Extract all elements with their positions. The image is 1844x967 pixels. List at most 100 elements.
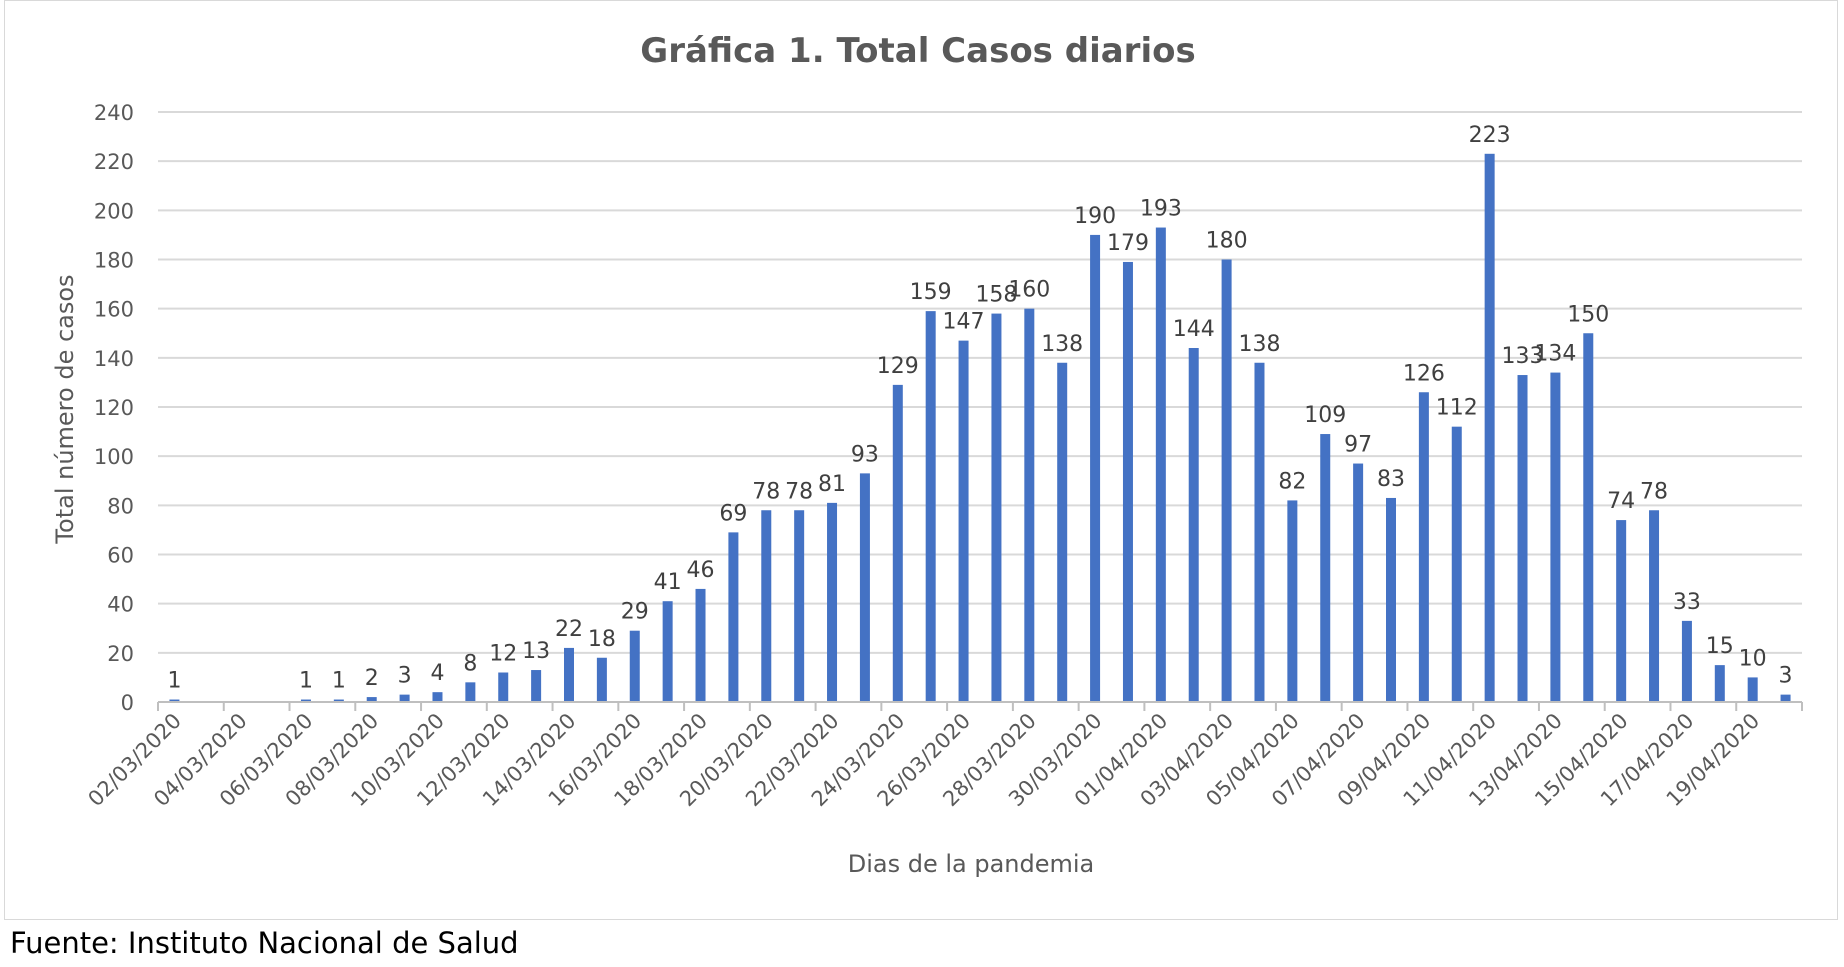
- data-label: 69: [719, 501, 747, 526]
- bar: [432, 692, 443, 702]
- data-label: 83: [1377, 467, 1405, 492]
- bar: [1254, 362, 1265, 702]
- bar: [169, 699, 180, 702]
- data-label: 160: [1008, 278, 1050, 303]
- source-note: Fuente: Instituto Nacional de Salud: [10, 926, 519, 960]
- data-label: 129: [877, 354, 919, 379]
- gridlines: [158, 111, 1802, 703]
- bar: [892, 384, 903, 702]
- y-tick-label: 100: [94, 445, 134, 469]
- bar: [366, 697, 377, 702]
- data-label: 150: [1567, 302, 1609, 327]
- data-label: 41: [654, 570, 682, 595]
- data-label: 13: [522, 639, 550, 664]
- bar: [662, 601, 673, 702]
- data-label: 74: [1607, 489, 1635, 514]
- bar: [761, 510, 772, 702]
- y-tick-label: 120: [94, 396, 134, 420]
- y-tick-label: 160: [94, 298, 134, 322]
- bar: [1649, 510, 1660, 702]
- y-tick-label: 220: [94, 150, 134, 174]
- bar: [958, 340, 969, 702]
- data-label: 109: [1304, 403, 1346, 428]
- bar: [333, 699, 344, 702]
- bar: [794, 510, 805, 702]
- data-label: 144: [1173, 317, 1215, 342]
- y-tick-label: 240: [94, 101, 134, 125]
- data-label: 2: [365, 666, 379, 691]
- bar: [1090, 234, 1101, 702]
- bar: [1418, 392, 1429, 702]
- bar: [1780, 694, 1791, 702]
- data-label: 97: [1344, 433, 1372, 458]
- x-axis: 02/03/202004/03/202006/03/202008/03/2020…: [83, 701, 1803, 811]
- x-axis-title: Dias de la pandemia: [848, 850, 1095, 878]
- data-label: 1: [332, 669, 346, 694]
- data-label: 22: [555, 617, 583, 642]
- bar: [695, 588, 706, 702]
- data-label: 147: [943, 310, 985, 335]
- data-label: 180: [1206, 229, 1248, 254]
- data-label: 3: [398, 664, 412, 689]
- data-label: 126: [1403, 361, 1445, 386]
- data-label: 1: [299, 669, 313, 694]
- bar: [1386, 497, 1396, 702]
- data-label: 93: [851, 442, 879, 467]
- bar: [564, 647, 574, 702]
- data-label: 158: [975, 283, 1017, 308]
- data-label: 133: [1502, 344, 1544, 369]
- bar: [1155, 227, 1166, 702]
- data-label: 179: [1107, 231, 1149, 256]
- bar: [1484, 153, 1495, 702]
- data-label: 15: [1706, 634, 1734, 659]
- data-label: 138: [1041, 332, 1083, 357]
- data-label: 4: [430, 661, 444, 686]
- data-label: 81: [818, 472, 846, 497]
- bar: [1681, 620, 1692, 702]
- bars: [169, 153, 1791, 702]
- data-label: 134: [1534, 342, 1576, 367]
- bar: [300, 699, 311, 702]
- data-label: 3: [1779, 664, 1793, 689]
- data-label: 18: [588, 627, 616, 652]
- y-tick-label: 20: [107, 642, 134, 666]
- data-label: 190: [1074, 204, 1116, 229]
- bar: [991, 313, 1002, 702]
- bar: [728, 532, 739, 702]
- y-tick-label: 80: [107, 494, 134, 518]
- y-tick-label: 200: [94, 199, 134, 223]
- y-tick-label: 180: [94, 249, 134, 273]
- y-tick-label: 140: [94, 347, 134, 371]
- bar: [1451, 426, 1462, 702]
- bar: [596, 657, 607, 702]
- bar: [1287, 500, 1298, 702]
- y-tick-label: 0: [121, 691, 134, 715]
- bar: [465, 682, 476, 702]
- bar: [1188, 348, 1199, 702]
- chart-area: 0 20 40 60 80 100 120 140 160 180 200 220 240 02/03/…: [4, 0, 1838, 920]
- bar: [1353, 463, 1364, 702]
- bar: [498, 672, 509, 702]
- data-label: 33: [1673, 590, 1701, 615]
- data-label: 46: [687, 558, 715, 583]
- data-label: 29: [621, 600, 649, 625]
- bar: [1714, 665, 1725, 702]
- data-label: 1: [167, 669, 181, 694]
- bar: [1320, 434, 1331, 702]
- data-label: 78: [785, 479, 813, 504]
- data-label: 223: [1469, 123, 1511, 148]
- bar: [1057, 362, 1068, 702]
- bar: [1616, 520, 1627, 702]
- data-label: 78: [752, 479, 780, 504]
- data-label: 12: [489, 642, 517, 667]
- bar: [629, 630, 640, 702]
- bar: [925, 311, 936, 702]
- bar: [399, 694, 410, 702]
- data-label: 159: [910, 280, 952, 305]
- y-axis-title: Total número de casos: [51, 274, 79, 544]
- bar: [531, 670, 542, 702]
- y-tick-label: 40: [107, 593, 134, 617]
- y-tick-label: 60: [107, 544, 134, 568]
- y-axis-ticks: 0 20 40 60 80 100 120 140 160 180 200 220 240: [94, 101, 134, 715]
